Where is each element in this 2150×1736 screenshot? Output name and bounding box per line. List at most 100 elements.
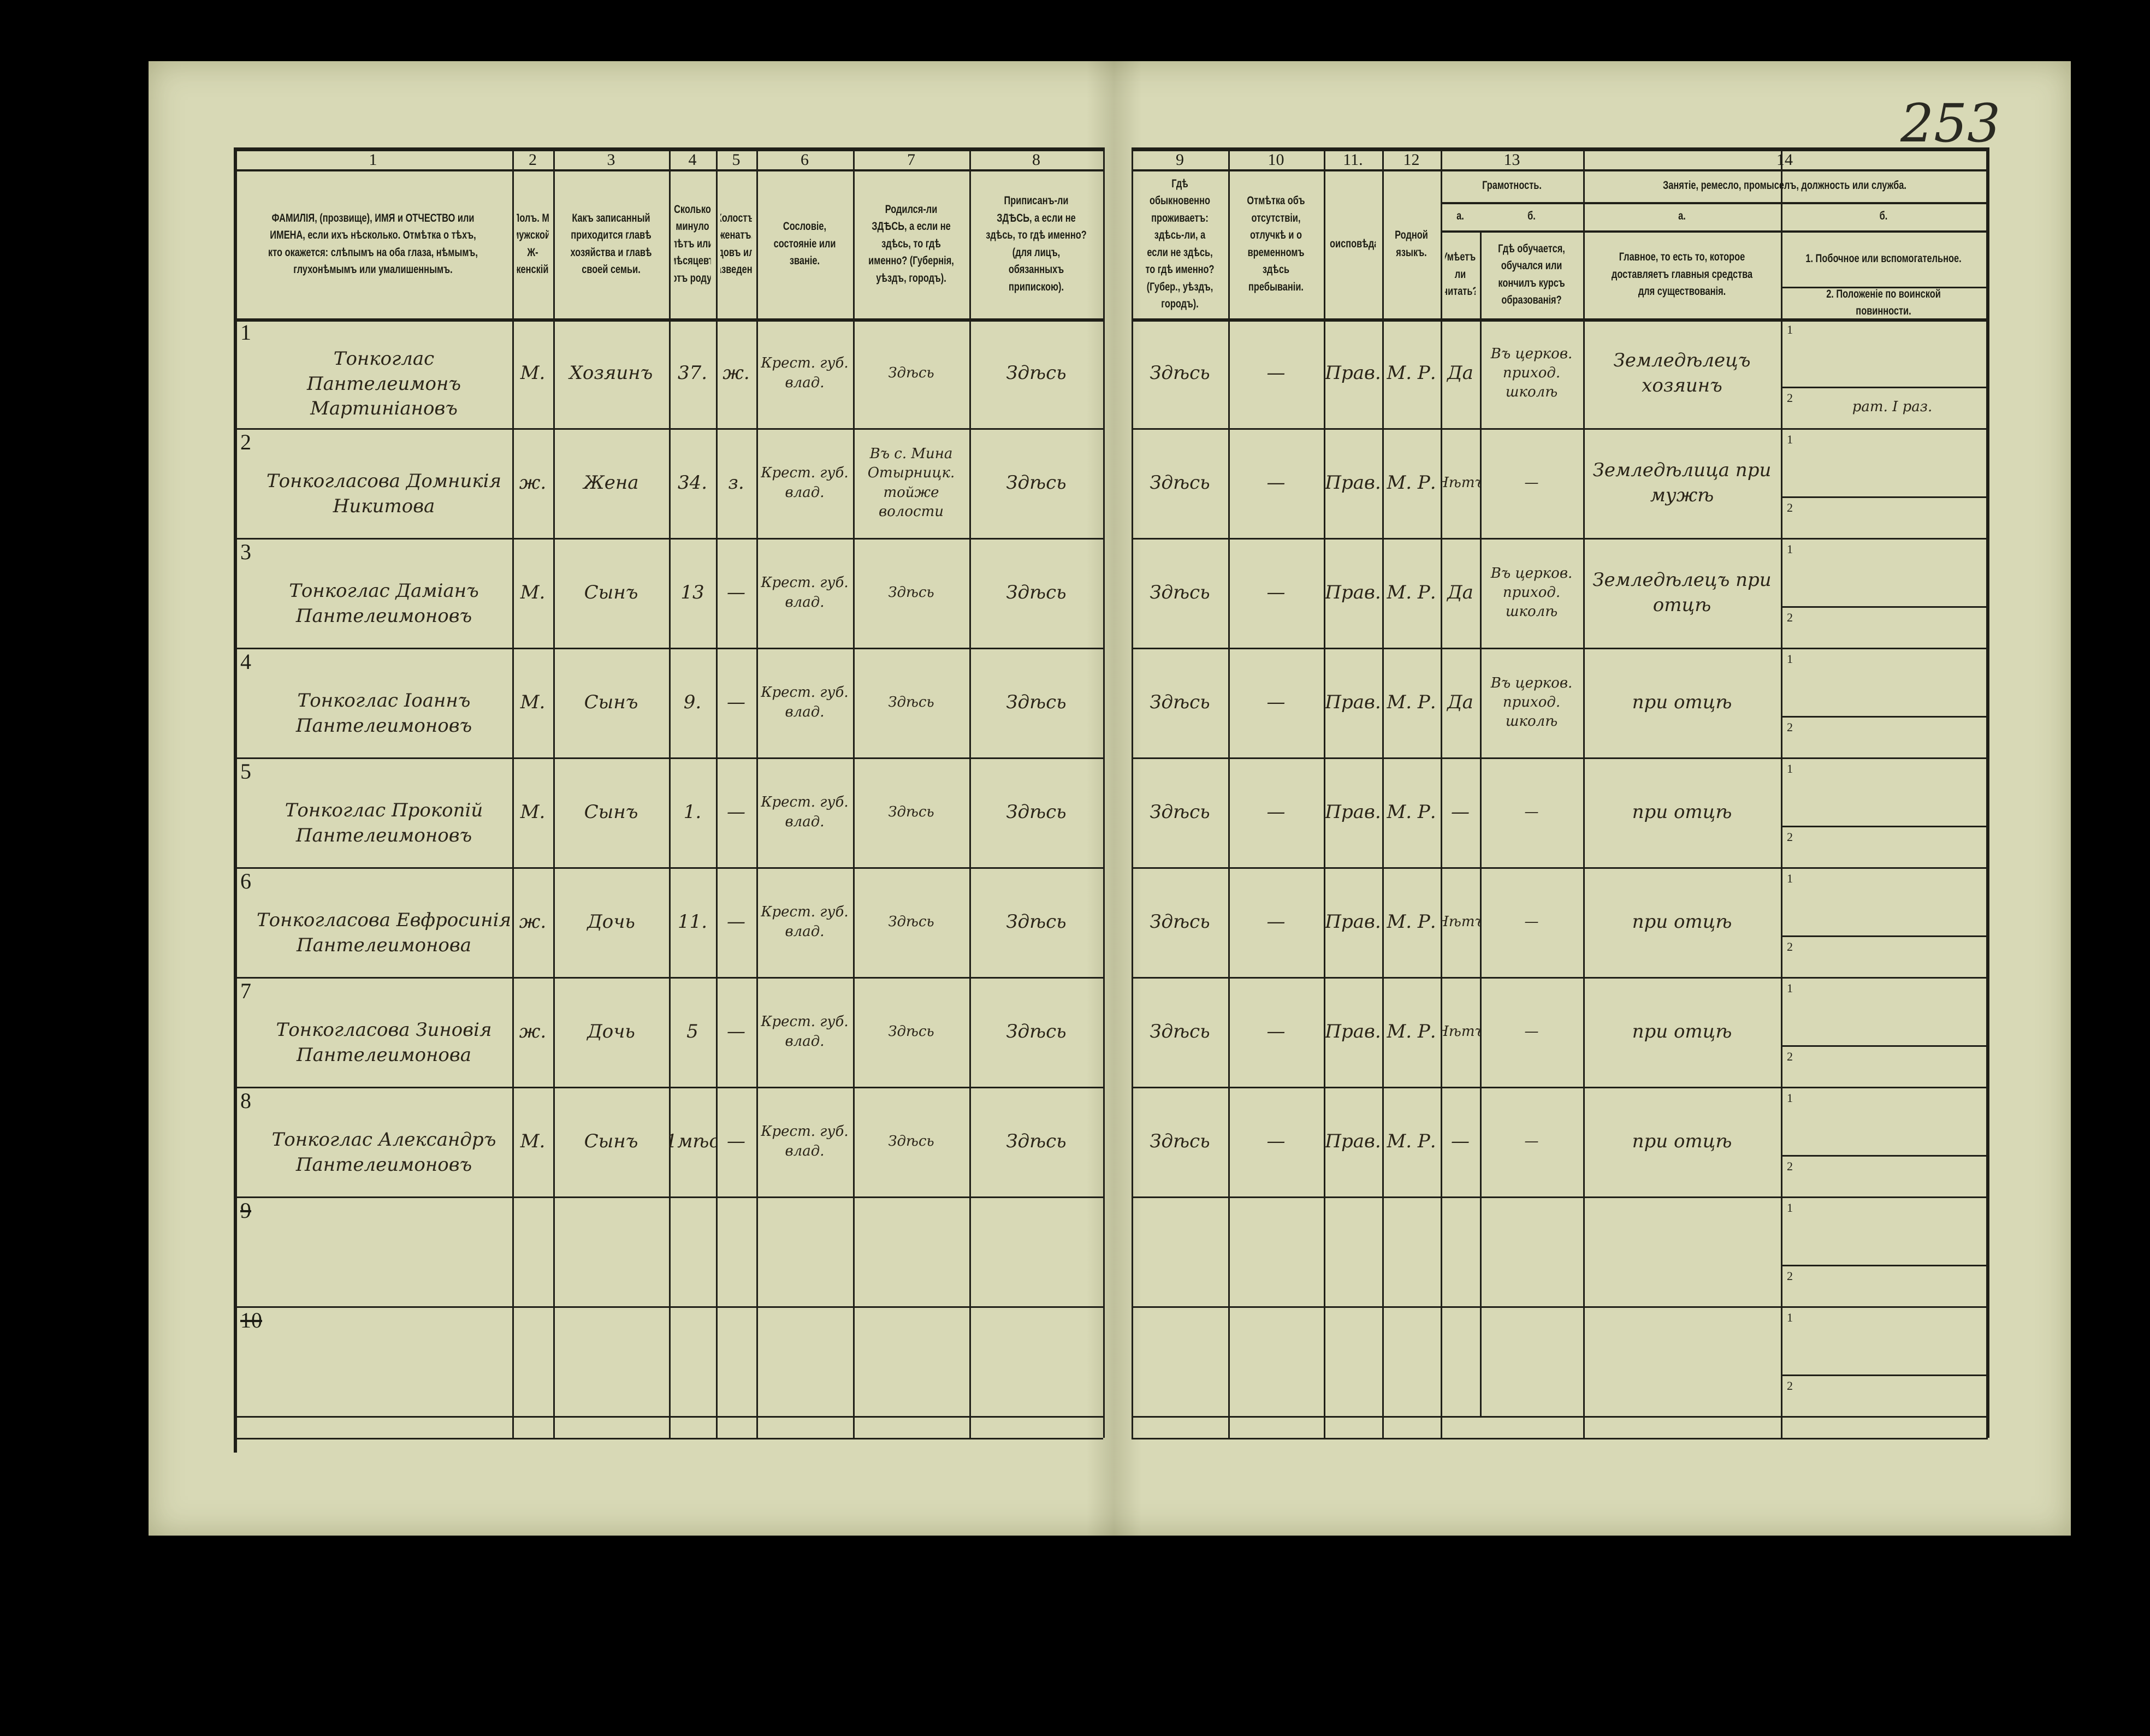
row-marital: — [727,1020,745,1042]
row-absence: — [1266,1020,1286,1042]
header-col14a: Главное, то есть то, которое доставляетъ… [1611,251,1753,298]
rule-line [1132,1416,1988,1418]
sub-row-label: 1 [1787,762,1793,775]
row-resides: Здѣсь [1150,1130,1210,1152]
header-col13b: Гдѣ обучается, обучался или кончилъ курс… [1498,242,1565,307]
header-col9: Гдѣ обыкновенно проживаетъ: здѣсь-ли, а … [1145,177,1215,311]
header-col10: Отмѣтка объ отсутствіи, отлучкѣ и о врем… [1247,194,1305,293]
sub-row-label: 2 [1787,830,1793,844]
row-language: М. Р. [1387,581,1436,603]
rule-line [1382,147,1384,1438]
row-estate: Крест. губ. влад. [761,684,849,720]
row-religion: Прав. [1325,581,1381,603]
row-age: 11. [677,910,708,933]
row-marital: — [727,801,745,823]
rule-line [1132,1306,1988,1308]
row-relation: Сынъ [584,581,638,603]
row-military-status [1802,496,1982,538]
row-resides: Здѣсь [1150,471,1210,494]
row-relation: Сынъ [584,1130,638,1152]
row-born: Здѣсь [888,364,934,381]
rule-line [1103,147,1105,1438]
row-occupation: Земледѣлецъ при отцѣ [1592,568,1772,616]
row-secondary-occupation [1802,757,1982,826]
sub-row-label: 1 [1787,1091,1793,1105]
rule-line [234,169,1103,171]
row-occupation: при отцѣ [1632,801,1732,823]
row-language: М. Р. [1387,362,1436,384]
row-secondary-occupation [1802,318,1982,387]
row-age: 1. [683,801,702,823]
row-literate: Да [1447,362,1473,384]
row-resides [1132,1196,1228,1306]
row-occupation: при отцѣ [1632,1130,1732,1152]
row-number: 4 [240,649,251,674]
row-religion: Прав. [1325,691,1381,713]
sub-row-label: 2 [1787,1159,1793,1173]
rule-line [1132,1438,1988,1439]
rule-line [1132,1196,1988,1198]
row-born: Здѣсь [888,1133,934,1150]
row-registered: Здѣсь [1006,691,1067,713]
header-col11: Вѣроисповѣданіе. [1330,237,1376,250]
row-sex: ж. [519,471,547,494]
row-estate [756,1306,853,1416]
row-religion: Прав. [1325,801,1381,823]
row-religion: Прав. [1325,471,1381,494]
row-school: Въ церков. приход. школѣ [1490,345,1573,401]
row-number: 10 [240,1308,262,1332]
row-number: 5 [240,759,251,784]
row-occupation [1583,1306,1781,1416]
row-number: 3 [240,540,251,564]
rule-line [1132,977,1988,979]
row-religion [1324,1306,1382,1416]
row-sex: М. [520,801,546,823]
row-relation: Хозяинъ [569,362,653,384]
column-number: 13 [1503,150,1520,169]
row-registered [969,1196,1103,1306]
row-school: — [1524,803,1539,820]
row-military-status [1802,606,1982,648]
sub-row-label: 1 [1787,432,1793,446]
rule-line [1441,230,1987,233]
column-number: 1 [369,150,377,169]
row-literate: Нѣтъ [1441,1023,1480,1040]
header-col6: Сословіе, состояніе или званіе. [773,220,836,268]
rule-line [756,147,758,1438]
row-resides: Здѣсь [1150,581,1210,603]
sub-row-label: 2 [1787,940,1793,953]
row-age [669,1196,716,1306]
row-secondary-occupation [1802,1196,1982,1265]
rule-line [1583,147,1585,1438]
row-age: 13 [680,581,704,603]
row-language: М. Р. [1387,1020,1436,1042]
rule-line [1132,538,1988,540]
row-born: Въ с. Мина Отырницк. тойже волости [867,446,955,520]
row-sex [512,1196,553,1306]
rule-line [234,538,1103,540]
rule-line [234,1087,1103,1088]
rule-line [234,867,1103,869]
sub-row-line [1781,1155,1986,1157]
sub-row-label: 1 [1787,872,1793,885]
row-resides: Здѣсь [1150,362,1210,384]
row-born: Здѣсь [888,584,934,601]
sub-row-label: 2 [1787,391,1793,405]
row-occupation [1583,1196,1781,1306]
header-col1: ФАМИЛІЯ, (прозвище), ИМЯ и ОТЧЕСТВО или … [268,211,478,276]
column-number: 2 [529,150,537,169]
row-resides: Здѣсь [1150,691,1210,713]
column-number: 5 [732,150,741,169]
sub-row-label: 2 [1787,611,1793,624]
row-registered: Здѣсь [1006,1020,1067,1042]
row-religion: Прав. [1325,362,1381,384]
row-born: Здѣсь [888,913,934,930]
sub-row-label: 1 [1787,1201,1793,1214]
sub-row-line [1781,1045,1986,1047]
rule-line [853,147,855,1438]
header-col4: Сколько минуло лѣтъ или мѣсяцевъ отъ род… [674,203,711,285]
row-relation: Дочь [587,1020,635,1042]
sub-row-label: 1 [1787,652,1793,666]
sub-row-label: 2 [1787,1269,1793,1283]
row-born [853,1306,969,1416]
